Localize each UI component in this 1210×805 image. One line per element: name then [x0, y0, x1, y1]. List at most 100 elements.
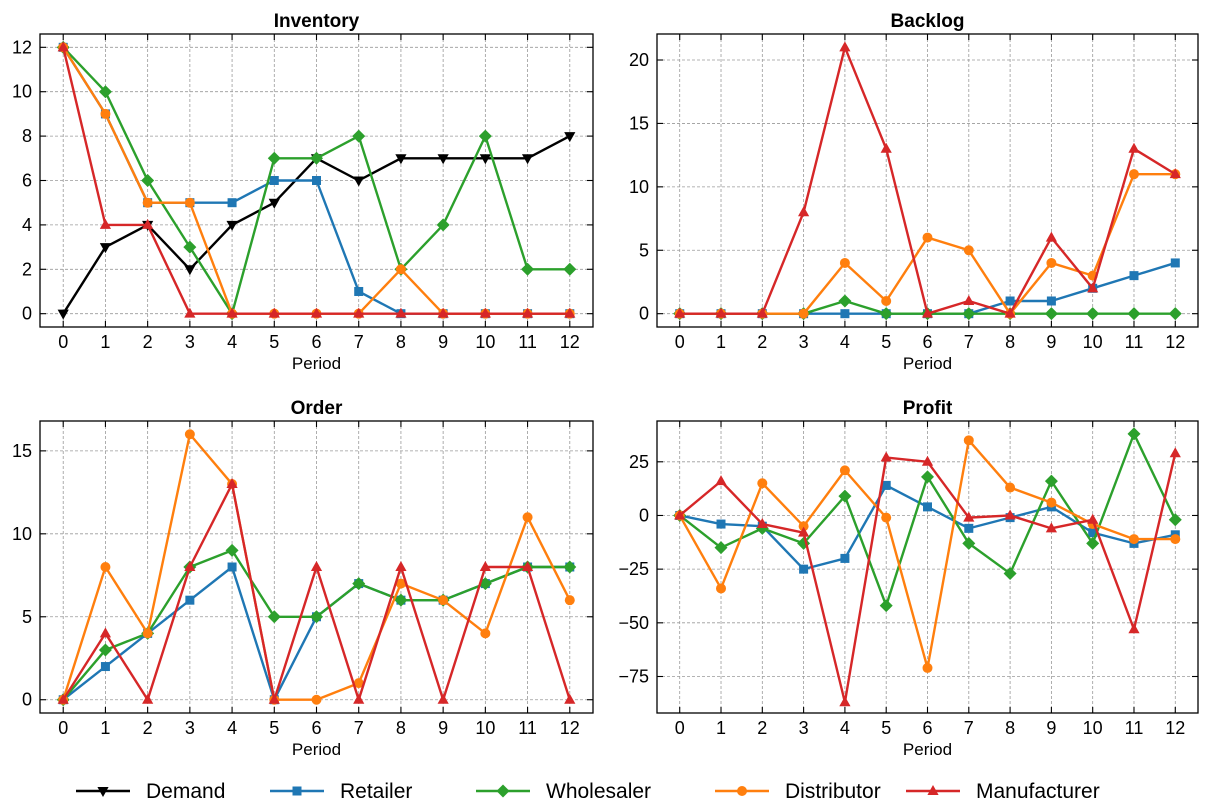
y-tick-label: 6 — [22, 171, 32, 191]
data-point — [880, 142, 892, 153]
x-tick-label: 5 — [269, 332, 279, 352]
legend-entry-manufacturer: Manufacturer — [906, 780, 1100, 803]
series-wholesaler — [56, 40, 577, 321]
data-point — [394, 593, 408, 607]
y-tick-label: 10 — [629, 177, 649, 197]
y-tick-label: 20 — [629, 50, 649, 70]
data-point — [437, 154, 449, 165]
y-tick-label: 5 — [639, 240, 649, 260]
plot-frame — [39, 420, 594, 714]
y-tick-label: 10 — [12, 524, 32, 544]
data-point — [98, 85, 112, 99]
series-manufacturer — [57, 478, 576, 704]
data-point — [1169, 447, 1181, 458]
data-point — [99, 243, 112, 254]
data-point — [715, 475, 727, 486]
y-tick-label: 12 — [12, 37, 32, 57]
data-point — [142, 628, 153, 639]
data-point — [142, 197, 153, 208]
x-tick-label: 3 — [799, 332, 809, 352]
x-tick-label: 12 — [560, 332, 580, 352]
y-tick-label: 0 — [639, 505, 649, 525]
data-point — [798, 521, 809, 532]
data-point — [100, 662, 110, 672]
x-tick-label: 0 — [675, 332, 685, 352]
data-point — [521, 561, 534, 571]
data-point — [268, 693, 280, 704]
data-point — [1170, 258, 1180, 268]
y-tick-label: 0 — [22, 304, 32, 324]
x-tick-label: 6 — [922, 332, 932, 352]
data-point — [184, 429, 195, 440]
data-point — [142, 693, 154, 704]
data-point — [840, 553, 850, 563]
legend-marker — [927, 785, 939, 795]
data-point — [184, 265, 196, 276]
data-point — [395, 561, 407, 571]
data-point — [1046, 257, 1057, 268]
data-point — [963, 294, 975, 305]
data-point — [962, 307, 976, 321]
data-point — [1128, 623, 1140, 634]
data-point — [1005, 482, 1016, 493]
data-point — [227, 198, 237, 208]
data-point — [1004, 307, 1016, 318]
y-tick-label: 0 — [639, 304, 649, 324]
y-tick-label: 15 — [12, 441, 32, 461]
legend-marker — [292, 786, 302, 796]
data-point — [269, 176, 279, 185]
data-point — [395, 307, 407, 318]
data-point — [438, 595, 449, 606]
y-tick-label: 15 — [629, 113, 649, 133]
data-point — [1086, 536, 1100, 550]
x-tick-label: 2 — [143, 718, 153, 738]
legend-entry-demand: Demand — [76, 780, 225, 803]
series-wholesaler — [673, 427, 1182, 613]
data-point — [757, 478, 768, 489]
data-point — [756, 518, 768, 529]
data-point — [185, 595, 195, 605]
x-tick-label: 10 — [475, 718, 495, 738]
x-axis-label: Period — [292, 740, 341, 759]
data-point — [564, 307, 576, 318]
data-point — [479, 561, 491, 571]
data-point — [838, 294, 852, 308]
x-tick-label: 0 — [675, 718, 685, 738]
y-tick-label: 8 — [22, 126, 32, 146]
data-point — [839, 465, 850, 476]
data-point — [1168, 307, 1182, 321]
data-point — [1086, 307, 1100, 321]
data-point — [1088, 528, 1098, 538]
data-point — [798, 308, 809, 319]
x-tick-label: 7 — [354, 332, 364, 352]
x-tick-label: 4 — [227, 332, 237, 352]
data-point — [921, 455, 934, 466]
chart-title: Order — [291, 398, 343, 419]
data-point — [798, 526, 810, 537]
tick-marks — [40, 34, 593, 327]
data-point — [922, 662, 933, 673]
x-tick-label: 1 — [716, 332, 726, 352]
data-point — [98, 643, 112, 657]
data-point — [226, 307, 238, 318]
data-point — [921, 470, 934, 484]
x-tick-label: 10 — [475, 332, 495, 352]
data-point — [674, 307, 686, 318]
legend-label: Distributor — [785, 780, 881, 803]
data-point — [437, 693, 449, 704]
data-point — [184, 197, 195, 208]
x-tick-label: 7 — [964, 718, 974, 738]
data-point — [183, 240, 197, 254]
data-point — [1169, 168, 1181, 179]
data-point — [1005, 296, 1015, 306]
x-tick-label: 12 — [1165, 718, 1185, 738]
data-point — [436, 218, 450, 232]
data-point — [353, 176, 365, 187]
x-tick-label: 7 — [354, 718, 364, 738]
data-point — [839, 41, 851, 52]
data-point — [310, 307, 323, 318]
data-point — [1087, 282, 1099, 293]
data-point — [1128, 169, 1139, 180]
